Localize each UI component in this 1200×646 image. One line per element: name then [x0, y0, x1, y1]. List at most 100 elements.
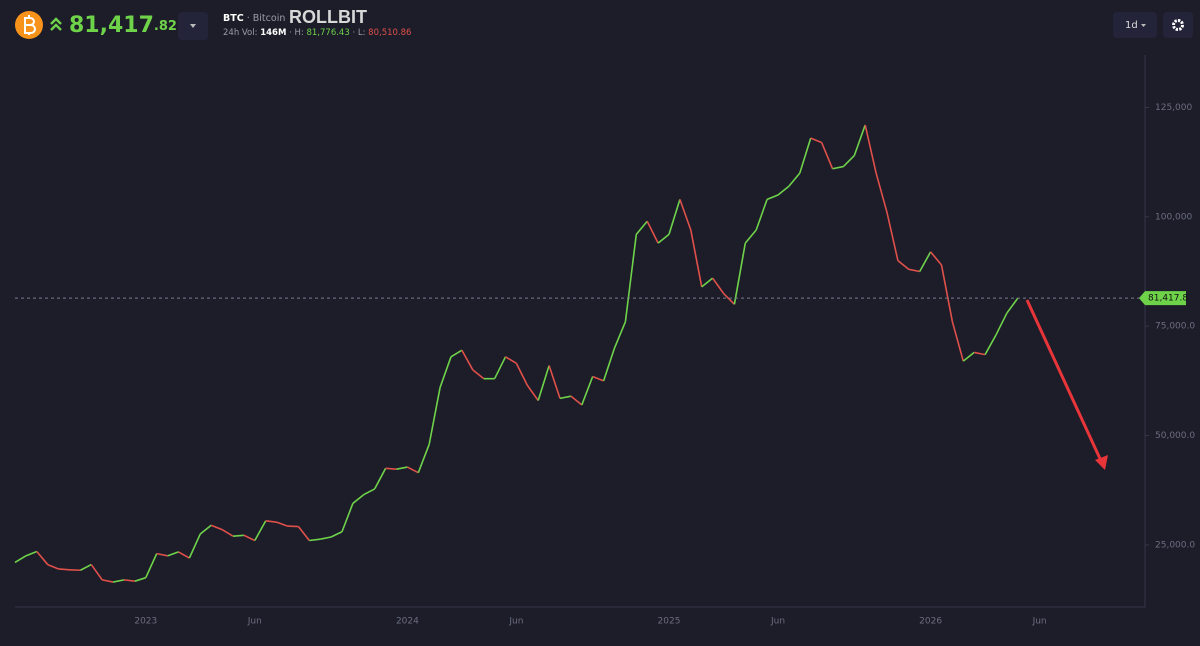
- price-segment: [592, 375, 604, 382]
- price-segment: [36, 550, 49, 566]
- price-segment: [853, 124, 866, 156]
- price-segment: [102, 579, 114, 583]
- price-segment: [733, 242, 747, 305]
- price-segment: [799, 137, 812, 174]
- interval-caret: [1141, 24, 1146, 27]
- price-segment: [385, 467, 397, 471]
- interval-button[interactable]: [1113, 12, 1157, 38]
- price-segment: [897, 259, 910, 270]
- logo: ROLLBIT: [289, 7, 367, 27]
- y-tick-label: 125,000: [1155, 103, 1192, 113]
- interval: 1d: [1125, 20, 1138, 31]
- price-segment: [668, 199, 681, 235]
- price-segment: [363, 488, 376, 496]
- price-segment: [156, 552, 168, 557]
- price-segment: [940, 264, 954, 322]
- price-segment: [613, 321, 627, 349]
- price-segment: [820, 142, 834, 170]
- price-segment: [330, 531, 343, 538]
- settings-button[interactable]: [1163, 12, 1193, 38]
- y-tick-label: 50,000.0: [1155, 431, 1195, 441]
- price-segment: [297, 526, 310, 542]
- price: 81,417.82: [69, 13, 177, 38]
- price-segment: [951, 321, 965, 362]
- gear-icon: [1172, 19, 1184, 31]
- x-tick-label: 2026: [919, 617, 942, 627]
- price-segment: [417, 444, 430, 474]
- price-segment: [265, 520, 277, 523]
- price-segment: [581, 376, 594, 406]
- x-tick-label: Jun: [247, 617, 262, 627]
- price-segment: [167, 551, 179, 557]
- vol-label: 24h Vol:: [223, 28, 258, 38]
- price-segment: [309, 538, 321, 542]
- price-segment: [243, 534, 256, 542]
- price-segment: [690, 229, 703, 287]
- price-segment: [428, 387, 441, 445]
- arrow-shaft: [1025, 299, 1104, 464]
- x-tick-label: 2023: [134, 617, 157, 627]
- price-segment: [810, 137, 822, 144]
- vol: 146M: [260, 28, 286, 38]
- price-segment: [559, 395, 572, 400]
- x-tick-label: Jun: [1032, 617, 1047, 627]
- price-segment: [320, 536, 332, 540]
- price-segment: [624, 234, 638, 322]
- price-segment: [842, 155, 855, 168]
- y-tick-label: 100,000: [1155, 212, 1192, 222]
- price-segment: [47, 563, 59, 570]
- y-tick-label: 25,000.0: [1155, 540, 1195, 550]
- price-segment: [210, 524, 223, 531]
- price-segment: [711, 277, 725, 294]
- price-segment: [744, 229, 757, 244]
- price-segment: [493, 356, 507, 380]
- price-segment: [373, 467, 387, 490]
- price-segment: [515, 363, 529, 386]
- high-label: · H:: [289, 28, 304, 38]
- price-segment: [25, 550, 38, 557]
- price-segment: [777, 185, 790, 196]
- price-segment: [1006, 297, 1019, 314]
- price-segment: [112, 579, 125, 583]
- x-tick-label: 2025: [658, 617, 681, 627]
- price-segment: [788, 172, 801, 187]
- price-segment: [646, 220, 659, 244]
- symbol-line: BTC · Bitcoin: [223, 13, 285, 24]
- price-segment: [341, 503, 354, 533]
- bitcoin-glyph: [24, 15, 36, 35]
- price-segment: [919, 251, 932, 272]
- price-segment: [929, 251, 943, 266]
- symbol-name: · Bitcoin: [247, 13, 286, 24]
- price-segment: [875, 172, 888, 213]
- price-segment: [755, 199, 768, 231]
- price-segment: [352, 493, 365, 504]
- price-segment: [276, 521, 288, 527]
- price-segment: [974, 351, 986, 356]
- price-segment: [58, 568, 70, 571]
- price-segment: [439, 356, 452, 388]
- price-segment: [766, 194, 779, 201]
- price-segment: [657, 233, 670, 244]
- price-segment: [90, 564, 103, 581]
- arrow-head: [1095, 455, 1108, 470]
- price-segment: [995, 312, 1008, 336]
- price-segment: [832, 165, 844, 170]
- low-label: · L:: [352, 28, 365, 38]
- price-segment: [461, 349, 474, 371]
- price-segment: [886, 212, 899, 261]
- price-segment: [908, 268, 920, 273]
- price-segment: [701, 277, 714, 288]
- current-price-tag: [1139, 291, 1186, 306]
- price-segment: [134, 576, 147, 582]
- price-segment: [548, 365, 561, 399]
- price-decimals: .82: [154, 19, 177, 34]
- dropdown-caret: [190, 24, 196, 28]
- price-segment: [962, 351, 975, 362]
- x-tick-label: 2024: [396, 617, 419, 627]
- price-segment: [505, 356, 517, 365]
- low: 80,510.86: [368, 28, 411, 38]
- price-segment: [407, 466, 419, 474]
- price-segment: [472, 369, 485, 380]
